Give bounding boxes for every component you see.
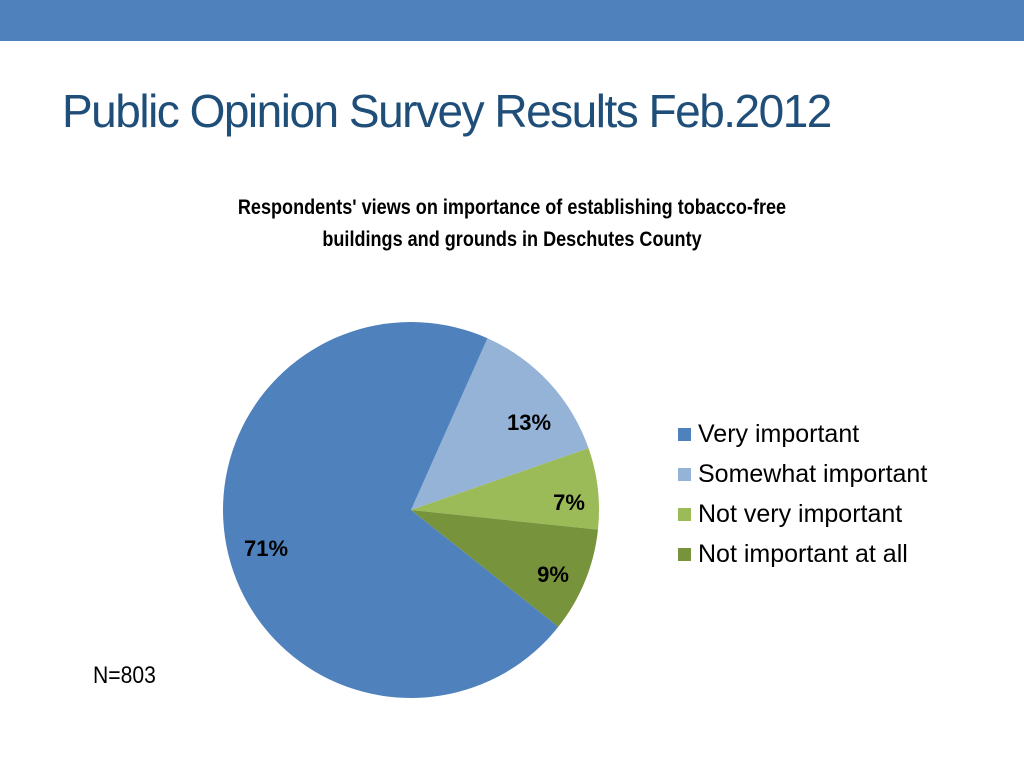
legend-label: Not very important xyxy=(698,499,903,528)
sample-size-note: N=803 xyxy=(93,662,156,689)
legend-swatch xyxy=(678,507,691,521)
legend-item-very-important: Very important xyxy=(678,414,927,454)
legend-swatch xyxy=(678,467,691,481)
slice-not-important-at-all xyxy=(411,510,598,627)
legend-label: Somewhat important xyxy=(698,459,928,488)
legend-label: Very important xyxy=(698,419,860,448)
top-accent-bar xyxy=(0,0,1024,41)
slice-somewhat-important xyxy=(411,338,589,510)
legend-swatch xyxy=(678,547,691,561)
chart-title-line-2: buildings and grounds in Deschutes Count… xyxy=(322,228,702,251)
slice-label-very-important: 71% xyxy=(244,536,288,561)
chart-title: Respondents' views on importance of esta… xyxy=(168,192,856,256)
slice-very-important xyxy=(222,321,559,698)
legend-item-not-important-at-all: Not important at all xyxy=(678,534,927,574)
chart-legend: Very important Somewhat important Not ve… xyxy=(678,414,927,574)
legend-swatch xyxy=(678,427,691,441)
chart-title-line-1: Respondents' views on importance of esta… xyxy=(237,196,787,219)
legend-label: Not important at all xyxy=(698,539,908,568)
legend-item-somewhat-important: Somewhat important xyxy=(678,454,927,494)
slice-not-very-important xyxy=(411,448,599,530)
legend-item-not-very-important: Not very important xyxy=(678,494,927,534)
slice-label-somewhat-important: 13% xyxy=(507,410,551,435)
slide-title: Public Opinion Survey Results Feb.2012 xyxy=(62,85,832,137)
slice-label-not-very-important: 7% xyxy=(553,490,585,515)
slice-label-not-important-at-all: 9% xyxy=(537,562,569,587)
